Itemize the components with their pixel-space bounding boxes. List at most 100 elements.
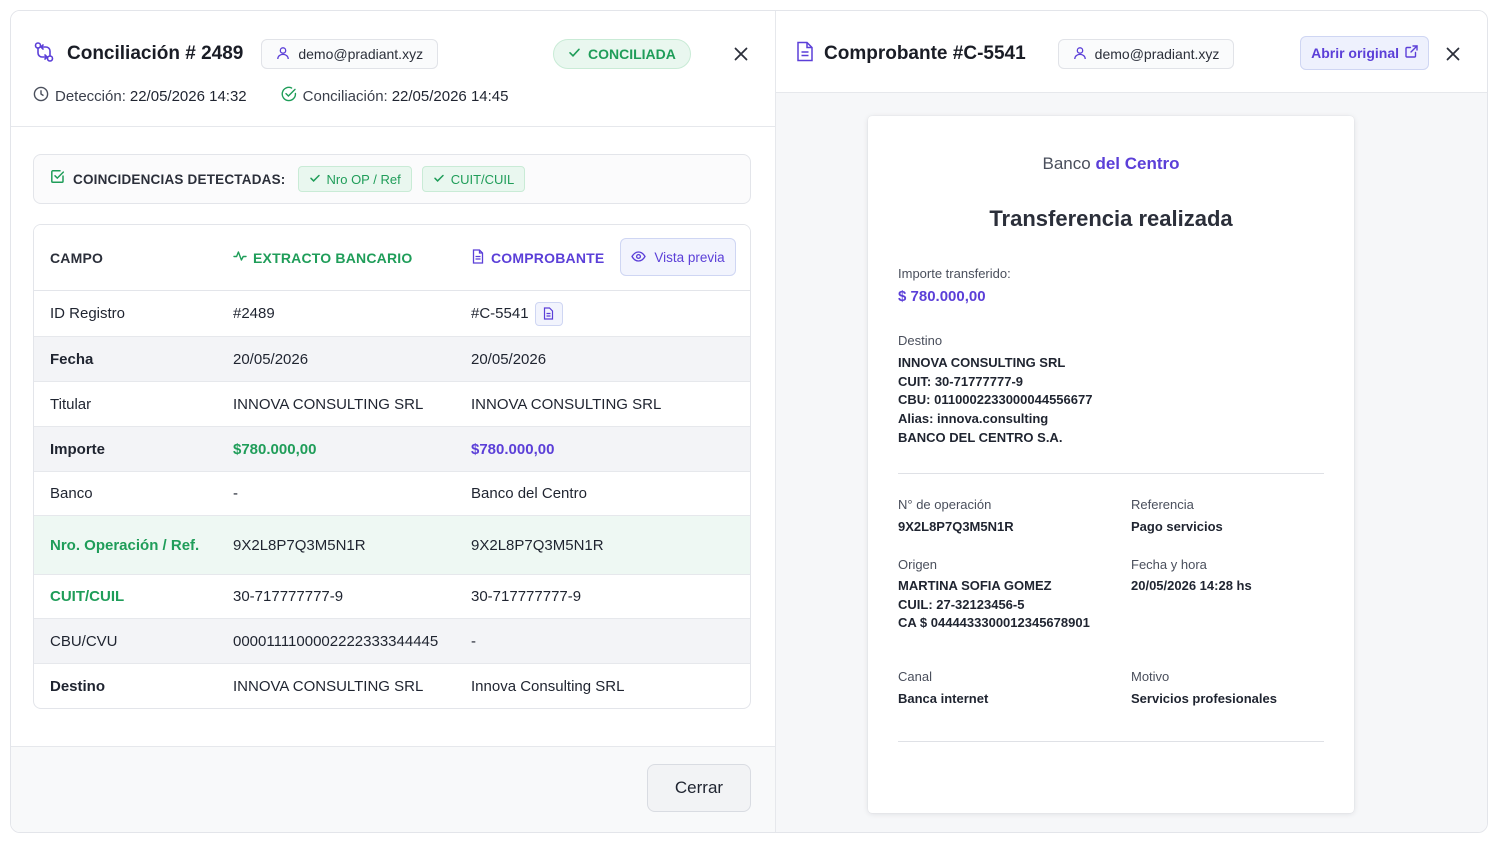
table-header: CAMPO EXTRACTO BANCARIO COMPROBANTE Vist… [34, 225, 750, 291]
table-row: CBU/CVU 0000111100002222333344445 - [34, 619, 750, 664]
cell-bank: INNOVA CONSULTING SRL [233, 677, 424, 695]
table-row: Titular INNOVA CONSULTING SRL INNOVA CON… [34, 382, 750, 427]
reconciliation-header: Conciliación # 2489 demo@pradiant.xyz CO… [11, 11, 775, 127]
cell-field: Fecha [50, 350, 94, 368]
reconciliation-panel: Conciliación # 2489 demo@pradiant.xyz CO… [11, 11, 776, 832]
table-row: Nro. Operación / Ref. 9X2L8P7Q3M5N1R 9X2… [34, 516, 750, 575]
close-icon[interactable] [1441, 42, 1465, 66]
open-original-button[interactable]: Abrir original [1300, 36, 1429, 70]
cell-bank: 30-717777777-9 [233, 588, 344, 605]
origin-line: MARTINA SOFIA GOMEZ [898, 578, 1052, 593]
operation-value: 9X2L8P7Q3M5N1R [898, 519, 1014, 534]
check-icon [568, 46, 588, 62]
user-icon [276, 46, 298, 63]
checkbox-check-icon [50, 169, 65, 189]
open-receipt-button[interactable] [534, 301, 563, 326]
status-badge: CONCILIADA [553, 39, 691, 69]
header-field: CAMPO [50, 250, 103, 266]
user-email: demo@pradiant.xyz [1094, 46, 1220, 62]
cell-field: Banco [50, 485, 93, 502]
user-icon [1073, 46, 1095, 63]
header-bank-label: EXTRACTO BANCARIO [253, 249, 413, 266]
cell-receipt: INNOVA CONSULTING SRL [471, 395, 662, 413]
detection-value: 22/05/2026 14:32 [129, 87, 247, 105]
cell-receipt: 30-717777777-9 [471, 588, 582, 605]
reconciliation-title: Conciliación # 2489 [67, 43, 244, 64]
receipt-header: Comprobante #C-5541 demo@pradiant.xyz Ab… [776, 11, 1487, 93]
destination-line: Alias: innova.consulting [898, 411, 1049, 427]
operation-label: N° de operación [898, 497, 992, 512]
panel-footer: Cerrar [11, 746, 775, 832]
check-icon [433, 172, 451, 187]
cell-receipt: 9X2L8P7Q3M5N1R [471, 536, 604, 554]
preview-button[interactable]: Vista previa [620, 238, 736, 276]
activity-icon [233, 249, 253, 266]
cell-receipt: $780.000,00 [471, 440, 555, 458]
cell-bank: 0000111100002222333344445 [233, 632, 439, 650]
header-bank-statement: EXTRACTO BANCARIO [233, 249, 412, 266]
user-chip: demo@pradiant.xyz [261, 39, 439, 69]
origin-label: Origen [898, 557, 938, 572]
matches-bar: COINCIDENCIAS DETECTADAS: Nro OP / Ref C… [33, 154, 751, 204]
close-icon[interactable] [729, 42, 753, 66]
cell-field: Importe [50, 440, 106, 458]
datetime-value: 20/05/2026 14:28 hs [1131, 578, 1252, 593]
origin-block: MARTINA SOFIA GOMEZ CUIL: 27-32123456-5 … [898, 577, 1090, 633]
receipt-panel: Comprobante #C-5541 demo@pradiant.xyz Ab… [776, 11, 1487, 832]
cell-field: CBU/CVU [50, 632, 118, 650]
destination-label: Destino [898, 333, 943, 348]
open-original-label: Abrir original [1311, 45, 1399, 61]
divider [898, 473, 1324, 474]
origin-line: CA $ 0444433300012345678901 [898, 615, 1090, 631]
clock-icon [33, 86, 55, 106]
cell-bank: - [233, 485, 238, 502]
datetime-label: Fecha y hora [1131, 557, 1207, 572]
check-icon [309, 172, 327, 187]
table-row: Destino INNOVA CONSULTING SRL Innova Con… [34, 664, 750, 708]
cell-field: CUIT/CUIL [50, 588, 125, 605]
check-circle-icon [281, 86, 303, 106]
external-link-icon [1399, 45, 1418, 61]
reference-value: Pago servicios [1131, 519, 1223, 534]
cell-receipt: Innova Consulting SRL [471, 677, 625, 695]
cell-field: Destino [50, 677, 106, 695]
comparison-table: CAMPO EXTRACTO BANCARIO COMPROBANTE Vist… [33, 224, 751, 709]
receipt-document: Banco del Centro Transferencia realizada… [868, 116, 1354, 813]
cell-bank: 9X2L8P7Q3M5N1R [233, 536, 366, 554]
reason-value: Servicios profesionales [1131, 691, 1277, 706]
header-field-label: CAMPO [50, 249, 104, 266]
cell-receipt: #C-5541 [471, 291, 563, 336]
user-chip: demo@pradiant.xyz [1057, 39, 1235, 69]
cell-receipt: Banco del Centro [471, 485, 587, 502]
match-tag-op-ref: Nro OP / Ref [297, 166, 412, 192]
channel-label: Canal [898, 669, 932, 684]
origin-line: CUIL: 27-32123456-5 [898, 596, 1025, 612]
document-icon [796, 41, 814, 67]
destination-line: BANCO DEL CENTRO S.A. [898, 429, 1063, 445]
close-button[interactable]: Cerrar [647, 764, 751, 812]
divider [898, 741, 1324, 742]
reconciliation-value: 22/05/2026 14:45 [391, 87, 509, 105]
git-compare-icon [33, 41, 55, 68]
match-tag-label: CUIT/CUIL [450, 171, 515, 187]
table-row: Banco - Banco del Centro [34, 472, 750, 516]
reconciliation-label: Conciliación: [302, 87, 388, 105]
amount-value: $ 780.000,00 [898, 288, 986, 305]
status-label: CONCILIADA [588, 46, 676, 62]
bank-prefix: Banco [1042, 154, 1091, 173]
cell-bank: INNOVA CONSULTING SRL [233, 395, 424, 413]
cell-field: Nro. Operación / Ref. [50, 536, 200, 554]
channel-value: Banca internet [898, 691, 989, 706]
detection-label: Detección: [55, 87, 126, 105]
bank-name-highlight: del Centro [1095, 154, 1180, 173]
table-row: Importe $780.000,00 $780.000,00 [34, 427, 750, 472]
cell-receipt: 20/05/2026 [471, 350, 547, 368]
cell-bank: #2489 [233, 305, 275, 322]
table-row: Fecha 20/05/2026 20/05/2026 [34, 337, 750, 382]
bank-name: Banco del Centro [868, 154, 1354, 174]
cell-field: ID Registro [50, 305, 126, 322]
receipt-title: Comprobante #C-5541 [824, 43, 1026, 64]
match-tag-label: Nro OP / Ref [326, 171, 401, 187]
destination-line: CUIT: 30-71777777-9 [898, 373, 1024, 389]
reason-label: Motivo [1131, 669, 1170, 684]
